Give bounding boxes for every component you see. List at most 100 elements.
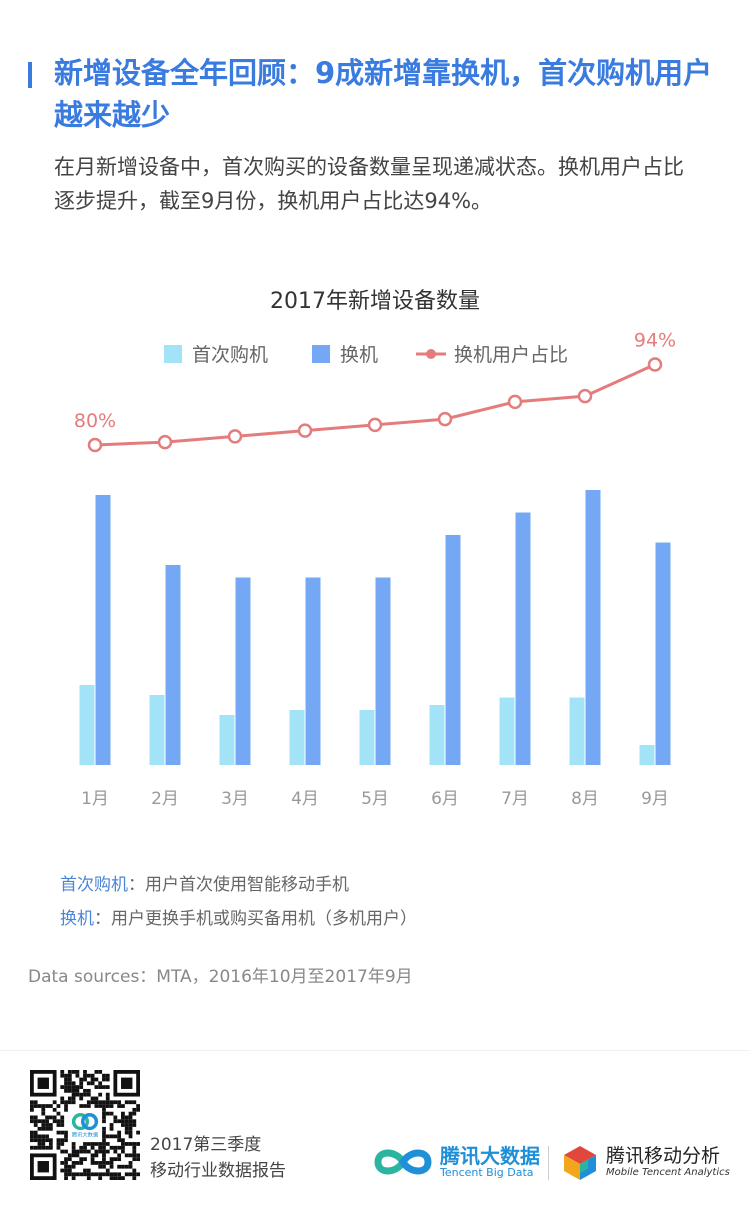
qr-module [33, 1130, 38, 1135]
qr-module [60, 1115, 65, 1120]
qr-module [79, 1157, 84, 1162]
qr-module [71, 1088, 76, 1093]
qr-module [75, 1088, 80, 1093]
qr-module [105, 1077, 110, 1082]
qr-module [41, 1119, 46, 1124]
qr-module [75, 1070, 80, 1074]
qr-module [86, 1088, 91, 1093]
qr-module [30, 1115, 34, 1120]
bar-replacement [585, 490, 601, 765]
cube-logo-icon [564, 1146, 596, 1180]
qr-module [64, 1104, 68, 1108]
qr-module [48, 1123, 53, 1127]
qr-module [98, 1070, 103, 1074]
qr-module [30, 1104, 34, 1108]
qr-module [117, 1119, 122, 1124]
qr-module [41, 1134, 46, 1139]
qr-code[interactable]: 腾讯大数据 [30, 1070, 140, 1180]
qr-module [109, 1111, 114, 1116]
qr-module [79, 1092, 84, 1097]
x-tick-label: 1月 [81, 789, 109, 809]
qr-module [64, 1077, 68, 1082]
qr-module [102, 1134, 106, 1139]
qr-module [98, 1164, 103, 1169]
report-caption: 2017第三季度 移动行业数据报告 [150, 1132, 286, 1184]
qr-module [113, 1157, 118, 1162]
bar-replacement [655, 542, 671, 765]
qr-module [105, 1161, 110, 1165]
qr-module [67, 1085, 72, 1089]
legend-label-first-purchase: 首次购机 [192, 344, 268, 366]
qr-module [121, 1115, 125, 1120]
page-title: 新增设备全年回顾：9成新增靠换机，首次购机用户越来越少 [54, 56, 713, 132]
qr-module [124, 1119, 129, 1124]
qr-module [105, 1104, 110, 1108]
qr-module [105, 1168, 110, 1173]
qr-module [60, 1073, 65, 1078]
qr-module [83, 1145, 87, 1150]
x-tick-label: 7月 [501, 789, 529, 809]
qr-module [64, 1168, 68, 1173]
qr-module [124, 1172, 129, 1177]
qr-module [90, 1142, 95, 1146]
x-tick-label: 9月 [641, 789, 669, 809]
qr-module [132, 1157, 137, 1162]
qr-module [33, 1100, 38, 1105]
qr-module [121, 1149, 125, 1154]
qr-module [136, 1104, 140, 1108]
qr-module [79, 1145, 84, 1150]
qr-module [71, 1164, 76, 1169]
line-point-share [157, 434, 173, 450]
legend-label-replacement: 换机 [340, 344, 378, 366]
qr-module [86, 1081, 91, 1086]
qr-module [117, 1176, 122, 1180]
qr-module [105, 1142, 110, 1146]
qr-module [41, 1107, 46, 1112]
infinity-logo-icon [374, 1149, 432, 1175]
qr-module [109, 1172, 114, 1177]
qr-module [109, 1161, 114, 1165]
qr-module [56, 1130, 61, 1135]
qr-module [136, 1142, 140, 1146]
qr-module [71, 1176, 76, 1180]
qr-module [109, 1164, 114, 1169]
qr-finder [121, 1077, 133, 1089]
bar-replacement [305, 577, 321, 765]
qr-module [109, 1157, 114, 1162]
qr-module [67, 1077, 72, 1082]
qr-module [121, 1123, 125, 1127]
qr-finder [37, 1161, 49, 1173]
qr-module [83, 1168, 87, 1173]
qr-module [64, 1172, 68, 1177]
qr-module [60, 1142, 65, 1146]
qr-module [64, 1176, 68, 1180]
tbd-logo-subtext: Tencent Big Data [440, 1166, 534, 1179]
qr-module [121, 1142, 125, 1146]
x-tick-label: 3月 [221, 789, 249, 809]
qr-module [113, 1100, 118, 1105]
qr-module [98, 1176, 103, 1180]
qr-module [45, 1104, 49, 1108]
qr-module [124, 1130, 129, 1135]
qr-module [128, 1119, 133, 1124]
line-point-share [577, 388, 593, 404]
logo-divider [548, 1146, 549, 1180]
x-tick-label: 8月 [571, 789, 599, 809]
qr-module [124, 1115, 129, 1120]
line-point-share [437, 411, 453, 427]
x-tick-label: 4月 [291, 789, 319, 809]
legend-marker-share [426, 349, 436, 359]
qr-module [48, 1126, 53, 1131]
qr-module [132, 1153, 137, 1158]
qr-module [86, 1172, 91, 1177]
report-name: 移动行业数据报告 [150, 1161, 286, 1181]
qr-module [117, 1172, 122, 1177]
chart-title: 2017年新增设备数量 [270, 289, 480, 314]
qr-module [90, 1153, 95, 1158]
qr-module [64, 1081, 68, 1086]
qr-module [102, 1111, 106, 1116]
qr-module [67, 1088, 72, 1093]
qr-module [86, 1142, 91, 1146]
qr-module [113, 1149, 118, 1154]
qr-module [71, 1085, 76, 1089]
